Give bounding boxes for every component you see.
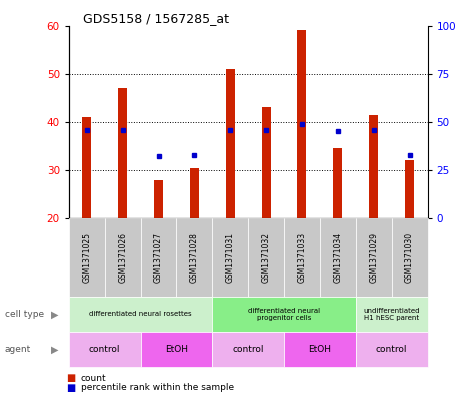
- Text: GSM1371026: GSM1371026: [118, 232, 127, 283]
- Bar: [190, 167, 199, 218]
- Text: EtOH: EtOH: [308, 345, 332, 354]
- Text: GSM1371028: GSM1371028: [190, 232, 199, 283]
- Text: GSM1371033: GSM1371033: [297, 232, 306, 283]
- Text: GSM1371029: GSM1371029: [369, 232, 378, 283]
- Bar: [82, 117, 91, 218]
- Bar: [118, 88, 127, 218]
- Text: control: control: [376, 345, 408, 354]
- Text: cell type: cell type: [5, 310, 44, 319]
- Bar: [226, 69, 235, 218]
- Bar: [297, 30, 306, 218]
- Text: count: count: [81, 374, 106, 382]
- Text: control: control: [89, 345, 121, 354]
- Bar: [405, 160, 414, 218]
- Text: undifferentiated
H1 hESC parent: undifferentiated H1 hESC parent: [363, 308, 420, 321]
- Text: agent: agent: [5, 345, 31, 354]
- Text: ▶: ▶: [51, 345, 58, 355]
- Text: ▶: ▶: [51, 309, 58, 320]
- Text: GSM1371030: GSM1371030: [405, 232, 414, 283]
- Text: EtOH: EtOH: [165, 345, 188, 354]
- Text: differentiated neural rosettes: differentiated neural rosettes: [89, 311, 192, 318]
- Text: differentiated neural
progenitor cells: differentiated neural progenitor cells: [248, 308, 320, 321]
- Bar: [369, 115, 378, 218]
- Bar: [154, 180, 163, 218]
- Text: GSM1371032: GSM1371032: [262, 232, 271, 283]
- Text: GSM1371027: GSM1371027: [154, 232, 163, 283]
- Text: control: control: [232, 345, 264, 354]
- Text: GDS5158 / 1567285_at: GDS5158 / 1567285_at: [83, 12, 229, 25]
- Text: GSM1371025: GSM1371025: [82, 232, 91, 283]
- Bar: [333, 148, 342, 218]
- Text: ■: ■: [66, 383, 76, 393]
- Text: GSM1371034: GSM1371034: [333, 232, 342, 283]
- Text: percentile rank within the sample: percentile rank within the sample: [81, 384, 234, 392]
- Text: ■: ■: [66, 373, 76, 383]
- Bar: [262, 107, 271, 218]
- Text: GSM1371031: GSM1371031: [226, 232, 235, 283]
